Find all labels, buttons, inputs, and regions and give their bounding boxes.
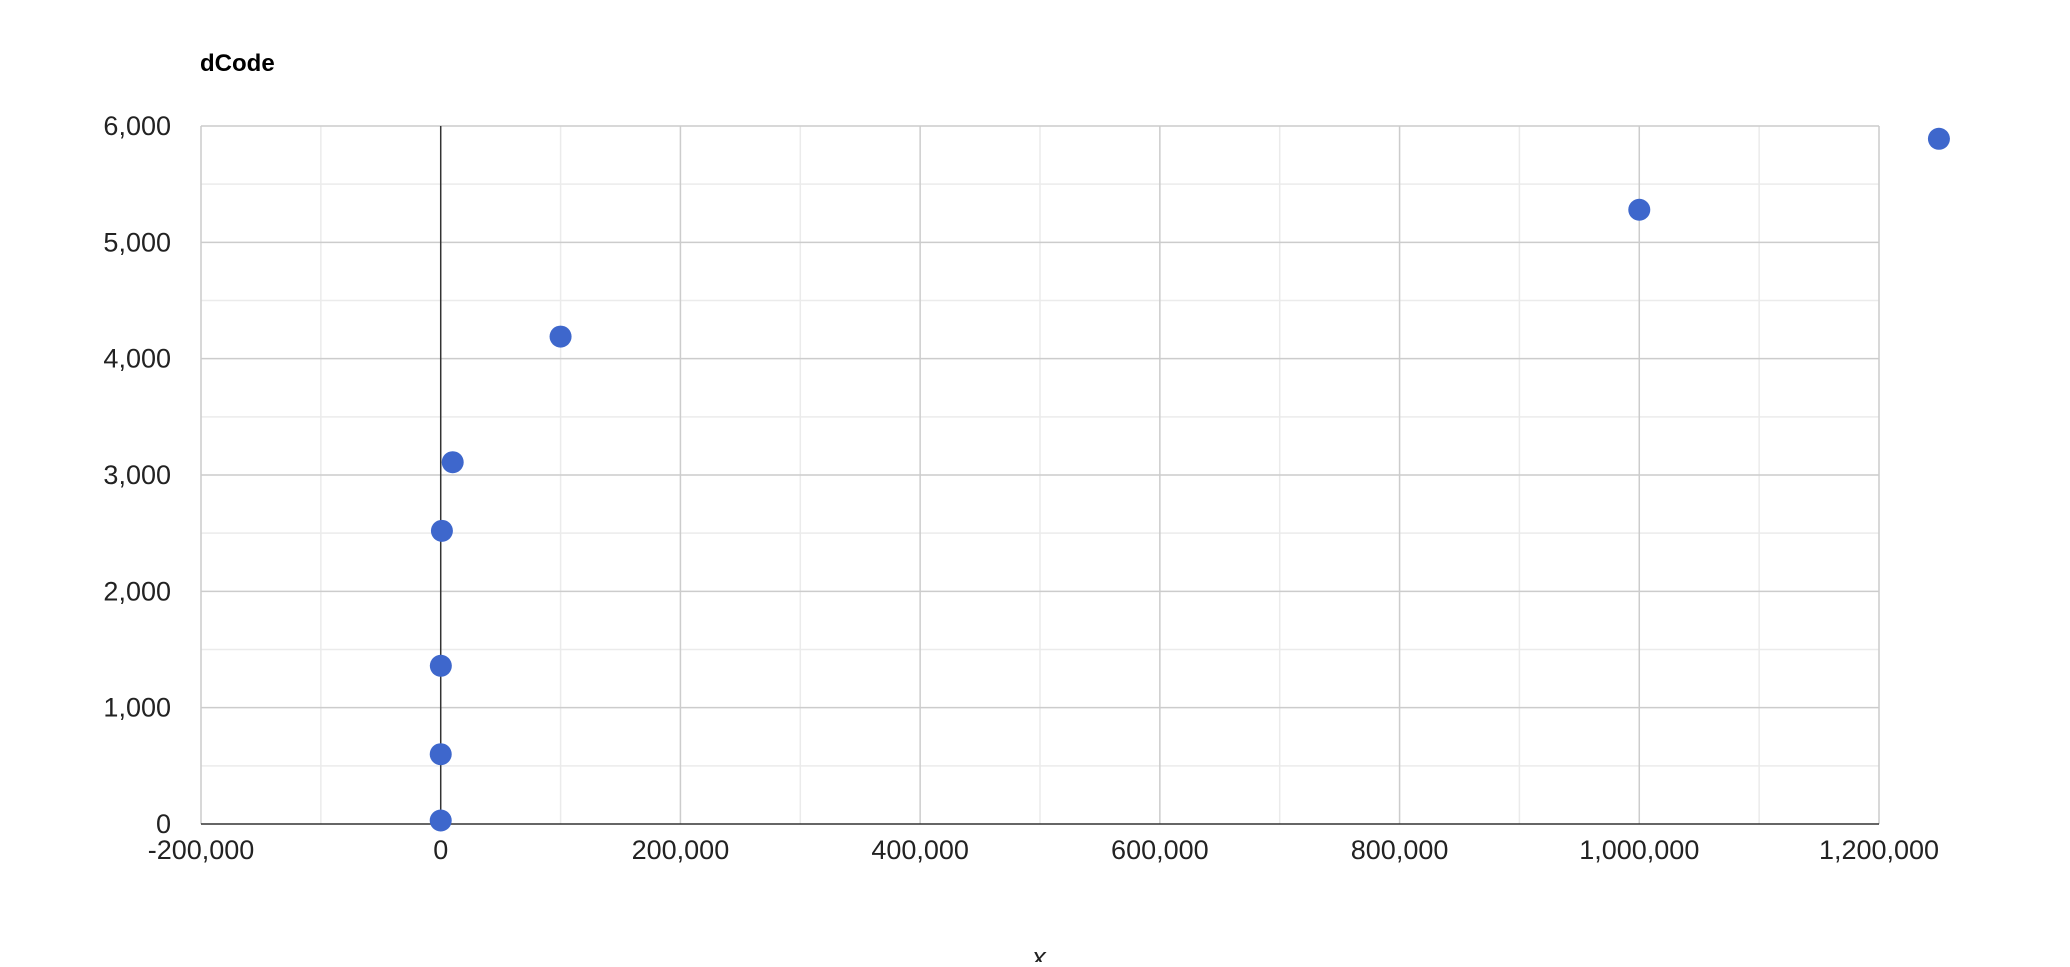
data-point xyxy=(429,743,452,766)
y-tick-label: 2,000 xyxy=(103,576,171,606)
y-tick-label: 3,000 xyxy=(103,460,171,490)
data-point xyxy=(549,325,572,348)
y-tick-label: 6,000 xyxy=(103,111,171,141)
y-axis-tick-labels: 0 1,000 2,000 3,000 4,000 5,000 6,000 xyxy=(103,111,171,839)
x-tick-label: 600,000 xyxy=(1111,835,1209,865)
y-tick-label: 0 xyxy=(156,809,171,839)
data-point xyxy=(430,519,453,542)
x-tick-label: 1,200,000 xyxy=(1819,835,1939,865)
x-axis-title: x xyxy=(1030,942,1047,962)
data-point xyxy=(1927,127,1950,150)
data-point xyxy=(441,451,464,474)
chart-title: dCode xyxy=(200,50,275,77)
y-tick-label: 1,000 xyxy=(103,693,171,723)
y-tick-label: 4,000 xyxy=(103,344,171,374)
x-tick-label: 0 xyxy=(433,835,448,865)
data-point xyxy=(1628,198,1651,221)
data-points xyxy=(429,127,1950,832)
x-tick-label: 200,000 xyxy=(632,835,730,865)
data-point xyxy=(429,809,452,832)
x-axis-tick-labels: -200,000 0 200,000 400,000 600,000 800,000 1,0… xyxy=(148,835,1939,865)
data-point xyxy=(429,654,452,677)
major-gridlines xyxy=(200,125,1880,824)
y-tick-label: 5,000 xyxy=(103,227,171,257)
x-tick-label: -200,000 xyxy=(148,835,255,865)
x-tick-label: 400,000 xyxy=(871,835,969,865)
axis-lines xyxy=(201,126,1879,825)
x-tick-label: 1,000,000 xyxy=(1579,835,1699,865)
x-tick-label: 800,000 xyxy=(1351,835,1449,865)
